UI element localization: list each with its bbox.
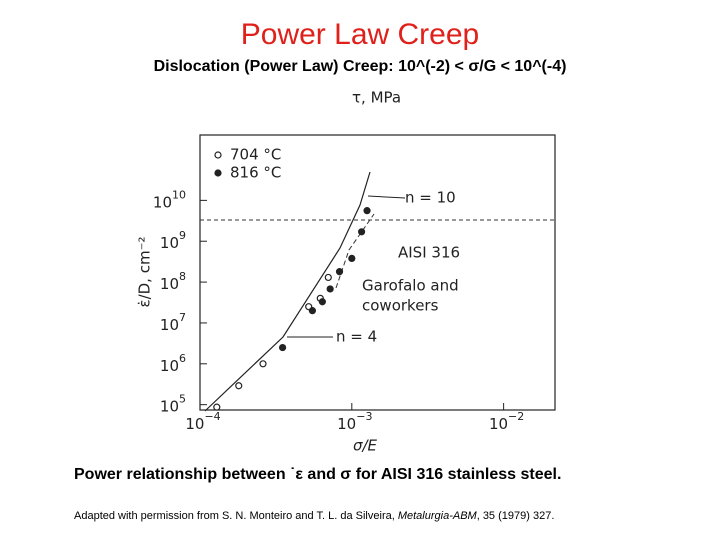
data-point (326, 285, 334, 293)
tick-exponent: −4 (204, 410, 220, 423)
tick-base: 10 (160, 356, 179, 374)
data-point (308, 307, 316, 315)
tick-exponent: 5 (179, 393, 186, 406)
slide-subtitle: Dislocation (Power Law) Creep: 10^(-2) <… (153, 58, 567, 75)
tick-base: 10 (489, 415, 508, 433)
caption: Power relationship between ˙ε and σ for … (74, 466, 562, 483)
tick-base: 10 (160, 234, 179, 252)
data-point (318, 298, 326, 306)
data-point (324, 273, 332, 282)
legend-label: 704 °C (230, 146, 281, 164)
tick-exponent: 6 (179, 352, 186, 365)
legend-marker (214, 151, 222, 159)
x-tick-label: 10−4 (185, 410, 220, 433)
data-point (357, 228, 366, 236)
data-point (278, 343, 287, 352)
annotation: n = 4 (336, 328, 377, 346)
data-point (348, 254, 356, 262)
data-point (213, 403, 221, 411)
tick-exponent: −2 (508, 410, 524, 423)
y-tick-label: 1010 (153, 188, 186, 211)
tick-base: 10 (337, 415, 356, 433)
tick-base: 10 (160, 315, 179, 333)
x-tick-label: 10−3 (337, 410, 372, 433)
y-tick-label: 105 (160, 393, 186, 416)
legend-label: 816 °C (230, 164, 281, 182)
annotation: n = 10 (405, 189, 456, 207)
legend-marker (214, 169, 222, 177)
data-point (259, 360, 267, 368)
data-point (363, 207, 371, 215)
annotation: Garofalo and (362, 277, 459, 295)
data-point (335, 268, 344, 276)
tick-base: 10 (185, 415, 204, 433)
tick-base: 10 (160, 275, 179, 293)
tick-exponent: 9 (179, 229, 186, 242)
tick-exponent: 7 (179, 311, 186, 324)
annotation: AISI 316 (398, 244, 460, 262)
plot-frame (199, 134, 556, 411)
aisi-line (335, 213, 375, 289)
tick-exponent: 10 (172, 188, 186, 201)
credit-text: , 35 (1979) 327. (476, 510, 555, 522)
tick-base: 10 (153, 193, 172, 211)
tick-base: 10 (160, 397, 179, 415)
data-point (235, 382, 243, 390)
annotation: coworkers (362, 297, 439, 315)
pointer (367, 195, 406, 199)
credit: Adapted with permission from S. N. Monte… (74, 510, 554, 522)
y-tick-label: 106 (160, 352, 186, 375)
x-axis-label: σ/E (353, 437, 378, 455)
credit-text: Adapted with permission from S. N. Monte… (74, 510, 398, 522)
y-tick-label: 108 (160, 270, 186, 293)
tick-exponent: −3 (356, 410, 372, 423)
tick-exponent: 8 (179, 270, 186, 283)
y-tick-label: 107 (160, 311, 186, 334)
y-tick-label: 109 (160, 229, 186, 252)
y-axis-label: ε̇/D, cm⁻² (136, 236, 154, 307)
slide-title: Power Law Creep (240, 18, 480, 51)
x-tick-label: 10−2 (489, 410, 524, 433)
top-axis-label: τ, MPa (352, 89, 401, 107)
fit-line (204, 171, 371, 412)
credit-journal: Metalurgia-ABM (397, 510, 477, 522)
